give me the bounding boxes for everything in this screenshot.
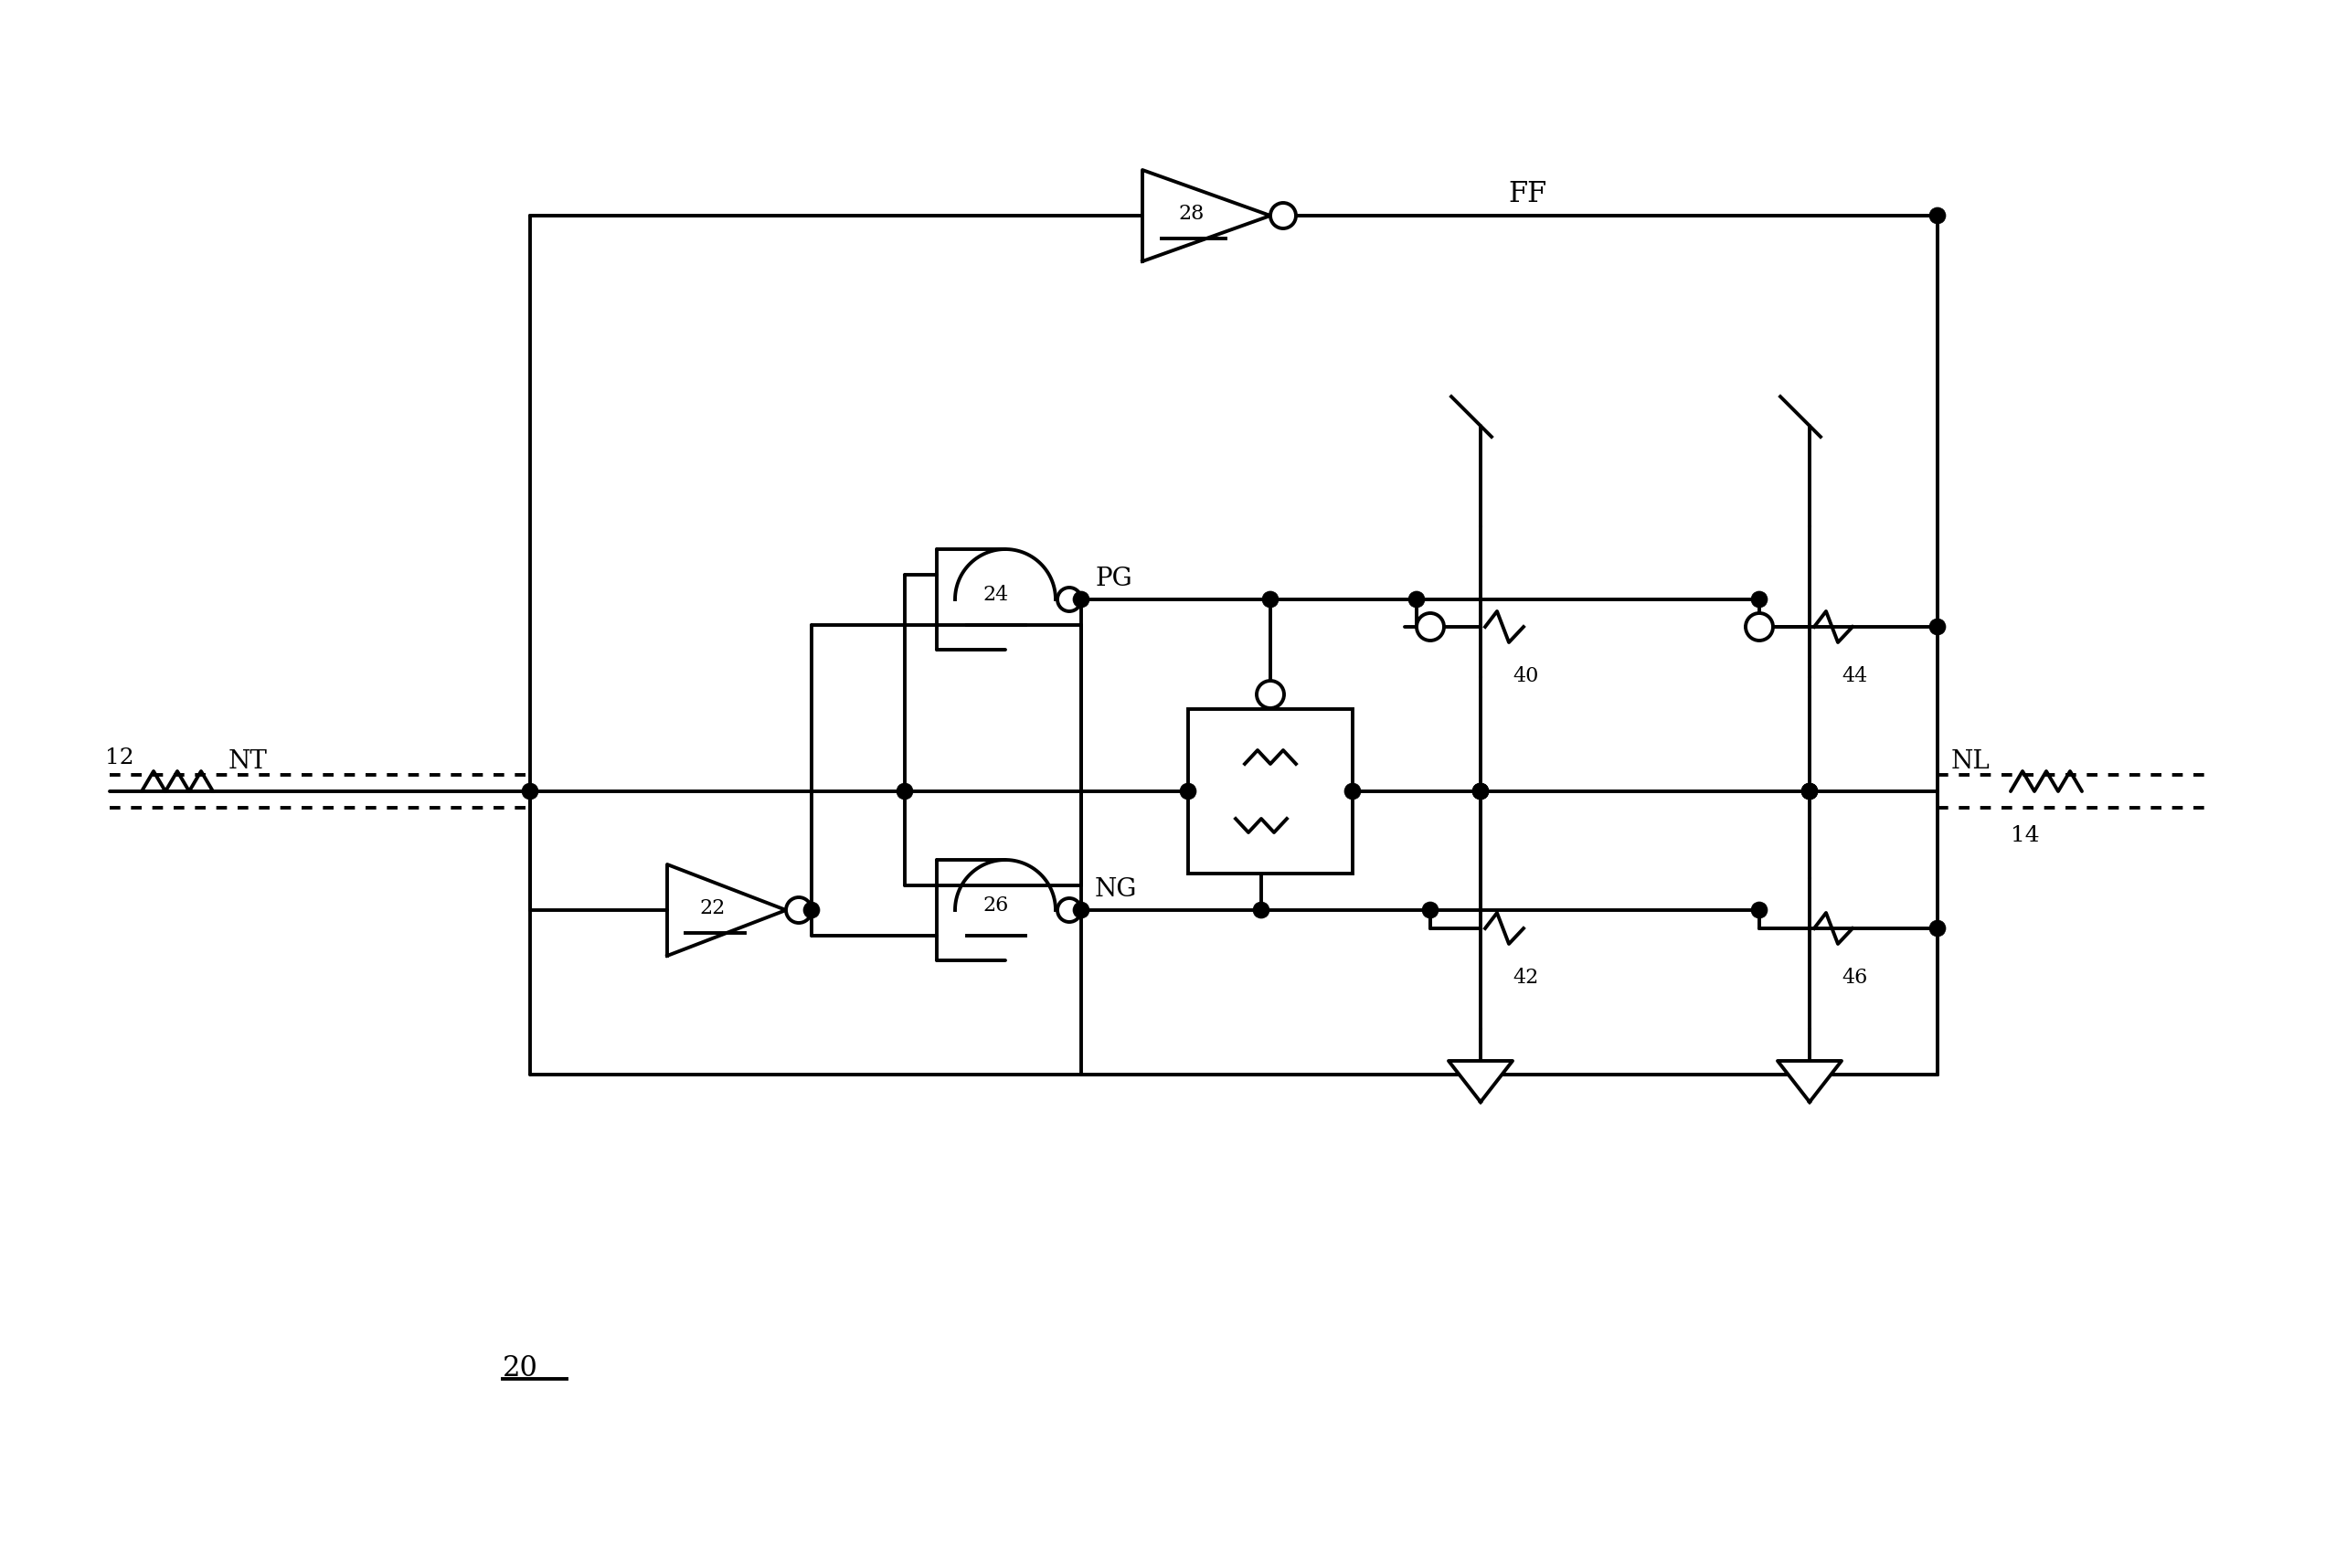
Text: PG: PG [1096, 566, 1133, 591]
Circle shape [1271, 202, 1296, 229]
Text: 22: 22 [698, 898, 724, 919]
Text: 26: 26 [983, 895, 1009, 916]
Circle shape [804, 902, 820, 919]
Bar [1189, 709, 1353, 873]
Circle shape [1472, 782, 1488, 800]
Circle shape [1930, 207, 1946, 224]
Circle shape [1930, 619, 1946, 635]
Circle shape [1930, 920, 1946, 936]
Circle shape [1423, 902, 1439, 919]
Text: 40: 40 [1511, 666, 1539, 687]
Circle shape [1072, 591, 1089, 608]
Text: 12: 12 [105, 748, 133, 768]
Text: 46: 46 [1841, 967, 1866, 988]
Circle shape [1261, 591, 1278, 608]
Circle shape [1752, 591, 1768, 608]
Circle shape [1472, 782, 1488, 800]
Text: 28: 28 [1177, 204, 1203, 224]
Polygon shape [668, 864, 785, 956]
Text: FF: FF [1509, 180, 1546, 209]
Circle shape [1058, 588, 1082, 612]
Circle shape [1072, 902, 1089, 919]
Circle shape [785, 897, 811, 924]
Circle shape [1409, 591, 1425, 608]
Circle shape [897, 782, 913, 800]
Circle shape [1180, 782, 1196, 800]
Circle shape [1745, 613, 1773, 641]
Text: 20: 20 [502, 1355, 537, 1383]
Text: 24: 24 [983, 585, 1009, 605]
Text: 42: 42 [1511, 967, 1539, 988]
Circle shape [1252, 902, 1268, 919]
Polygon shape [1142, 169, 1271, 262]
Circle shape [1801, 782, 1817, 800]
Text: NT: NT [229, 750, 269, 775]
Text: 44: 44 [1841, 666, 1866, 687]
Circle shape [1346, 782, 1362, 800]
Text: 14: 14 [2011, 825, 2039, 847]
Circle shape [1257, 681, 1285, 709]
Circle shape [521, 782, 537, 800]
Text: NG: NG [1096, 877, 1138, 902]
Circle shape [1416, 613, 1444, 641]
Polygon shape [1448, 1062, 1511, 1102]
Circle shape [1752, 902, 1768, 919]
Polygon shape [1778, 1062, 1841, 1102]
Circle shape [1058, 898, 1082, 922]
Circle shape [1801, 782, 1817, 800]
Text: NL: NL [1951, 750, 1990, 775]
